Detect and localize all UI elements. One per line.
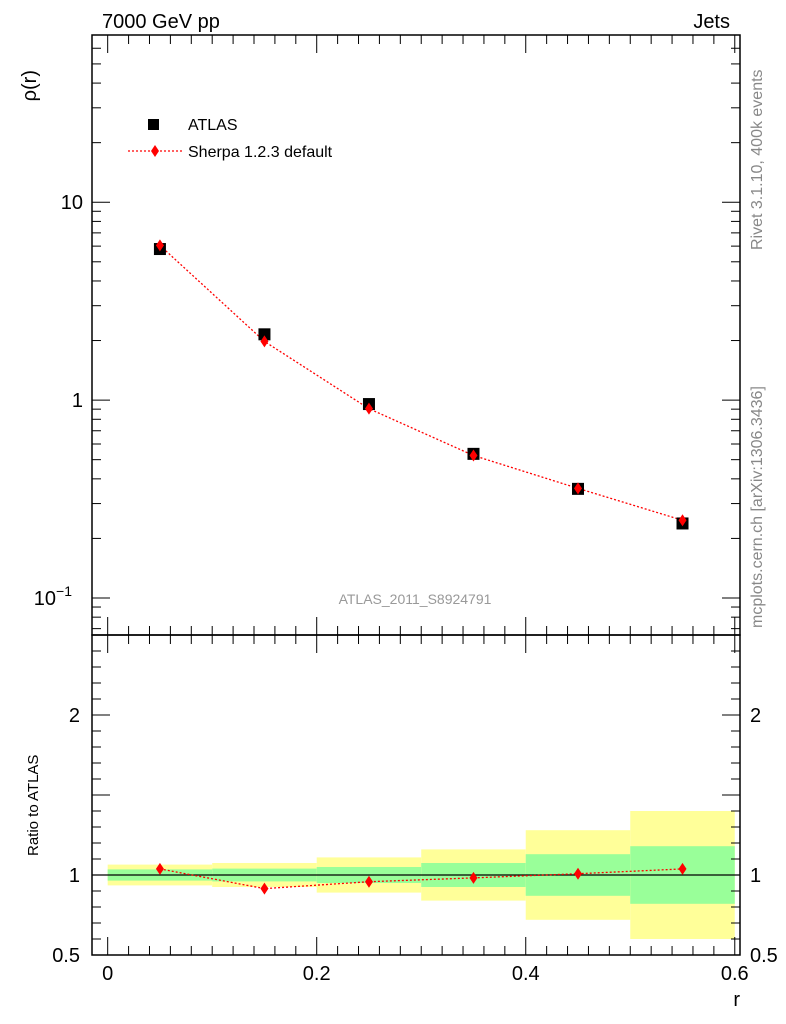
main-y-tick-label: 10	[61, 192, 83, 214]
x-tick-label: 0.4	[512, 963, 540, 985]
main-point-sherpa	[155, 239, 164, 252]
ratio-point-sherpa	[574, 867, 582, 880]
mcplots-label: mcplots.cern.ch [arXiv:1306.3436]	[749, 386, 766, 628]
ratio-panel: 0.5 0.5 1 1 2 2 0 0.2 0.4 0.6 Ratio to ATLAS r	[25, 634, 778, 1011]
ratio-point-sherpa	[155, 862, 164, 875]
main-y-tick-labels: 10−1 1 10	[34, 192, 83, 610]
legend-label-sherpa: Sherpa 1.2.3 default	[188, 144, 333, 161]
x-tick-label: 0.2	[303, 963, 331, 985]
main-y-tick-label: 10−1	[34, 583, 72, 610]
x-tick-label: 0.6	[721, 963, 749, 985]
ratio-point-sherpa	[469, 871, 478, 884]
x-axis-label: r	[733, 989, 740, 1011]
main-y-axis-label: ρ(r)	[19, 70, 41, 101]
ratio-point-sherpa	[364, 875, 373, 888]
main-y-tick-label: 1	[72, 390, 83, 412]
legend-marker-sherpa	[151, 145, 159, 157]
ratio-y-tick-label-left: 2	[69, 705, 80, 727]
x-tick-label: 0	[102, 963, 113, 985]
ratio-series-layer	[155, 862, 687, 895]
header-left-label: 7000 GeV pp	[102, 11, 220, 33]
main-point-sherpa	[574, 482, 582, 495]
main-series-layer	[153, 239, 689, 530]
rivet-label: Rivet 3.1.10, 400k events	[749, 69, 766, 250]
main-series-line-1	[159, 244, 683, 521]
ratio-x-tick-labels: 0 0.2 0.4 0.6	[102, 963, 749, 985]
ratio-y-tick-label-left: 1	[69, 865, 80, 887]
header-right-label: Jets	[693, 11, 730, 33]
watermark-label: ATLAS_2011_S8924791	[339, 591, 492, 607]
main-point-sherpa	[678, 514, 687, 527]
main-point-sherpa	[260, 335, 269, 348]
ratio-y-tick-label-right: 0.5	[750, 945, 778, 967]
main-panel: 10−1 1 10 ρ(r) ATLAS_2011_S8924791 ATLAS S…	[19, 34, 741, 636]
main-axis-ticks	[92, 34, 740, 635]
main-point-atlas	[258, 328, 271, 341]
ratio-y-tick-labels: 0.5 0.5 1 1 2 2	[52, 705, 778, 967]
ratio-y-tick-label-left: 0.5	[52, 945, 80, 967]
legend-marker-atlas	[148, 119, 159, 130]
ratio-series-line	[159, 868, 683, 890]
legend-label-atlas: ATLAS	[188, 117, 238, 134]
ratio-axis-ticks	[92, 634, 740, 956]
main-point-sherpa	[364, 402, 373, 415]
main-point-sherpa	[469, 449, 478, 462]
ratio-y-axis-label: Ratio to ATLAS	[25, 755, 42, 856]
ratio-y-tick-label-right: 1	[750, 865, 761, 887]
legend: ATLAS Sherpa 1.2.3 default	[128, 117, 333, 161]
ratio-point-sherpa	[260, 882, 269, 895]
ratio-point-sherpa	[678, 862, 687, 875]
ratio-y-tick-label-right: 2	[750, 705, 761, 727]
